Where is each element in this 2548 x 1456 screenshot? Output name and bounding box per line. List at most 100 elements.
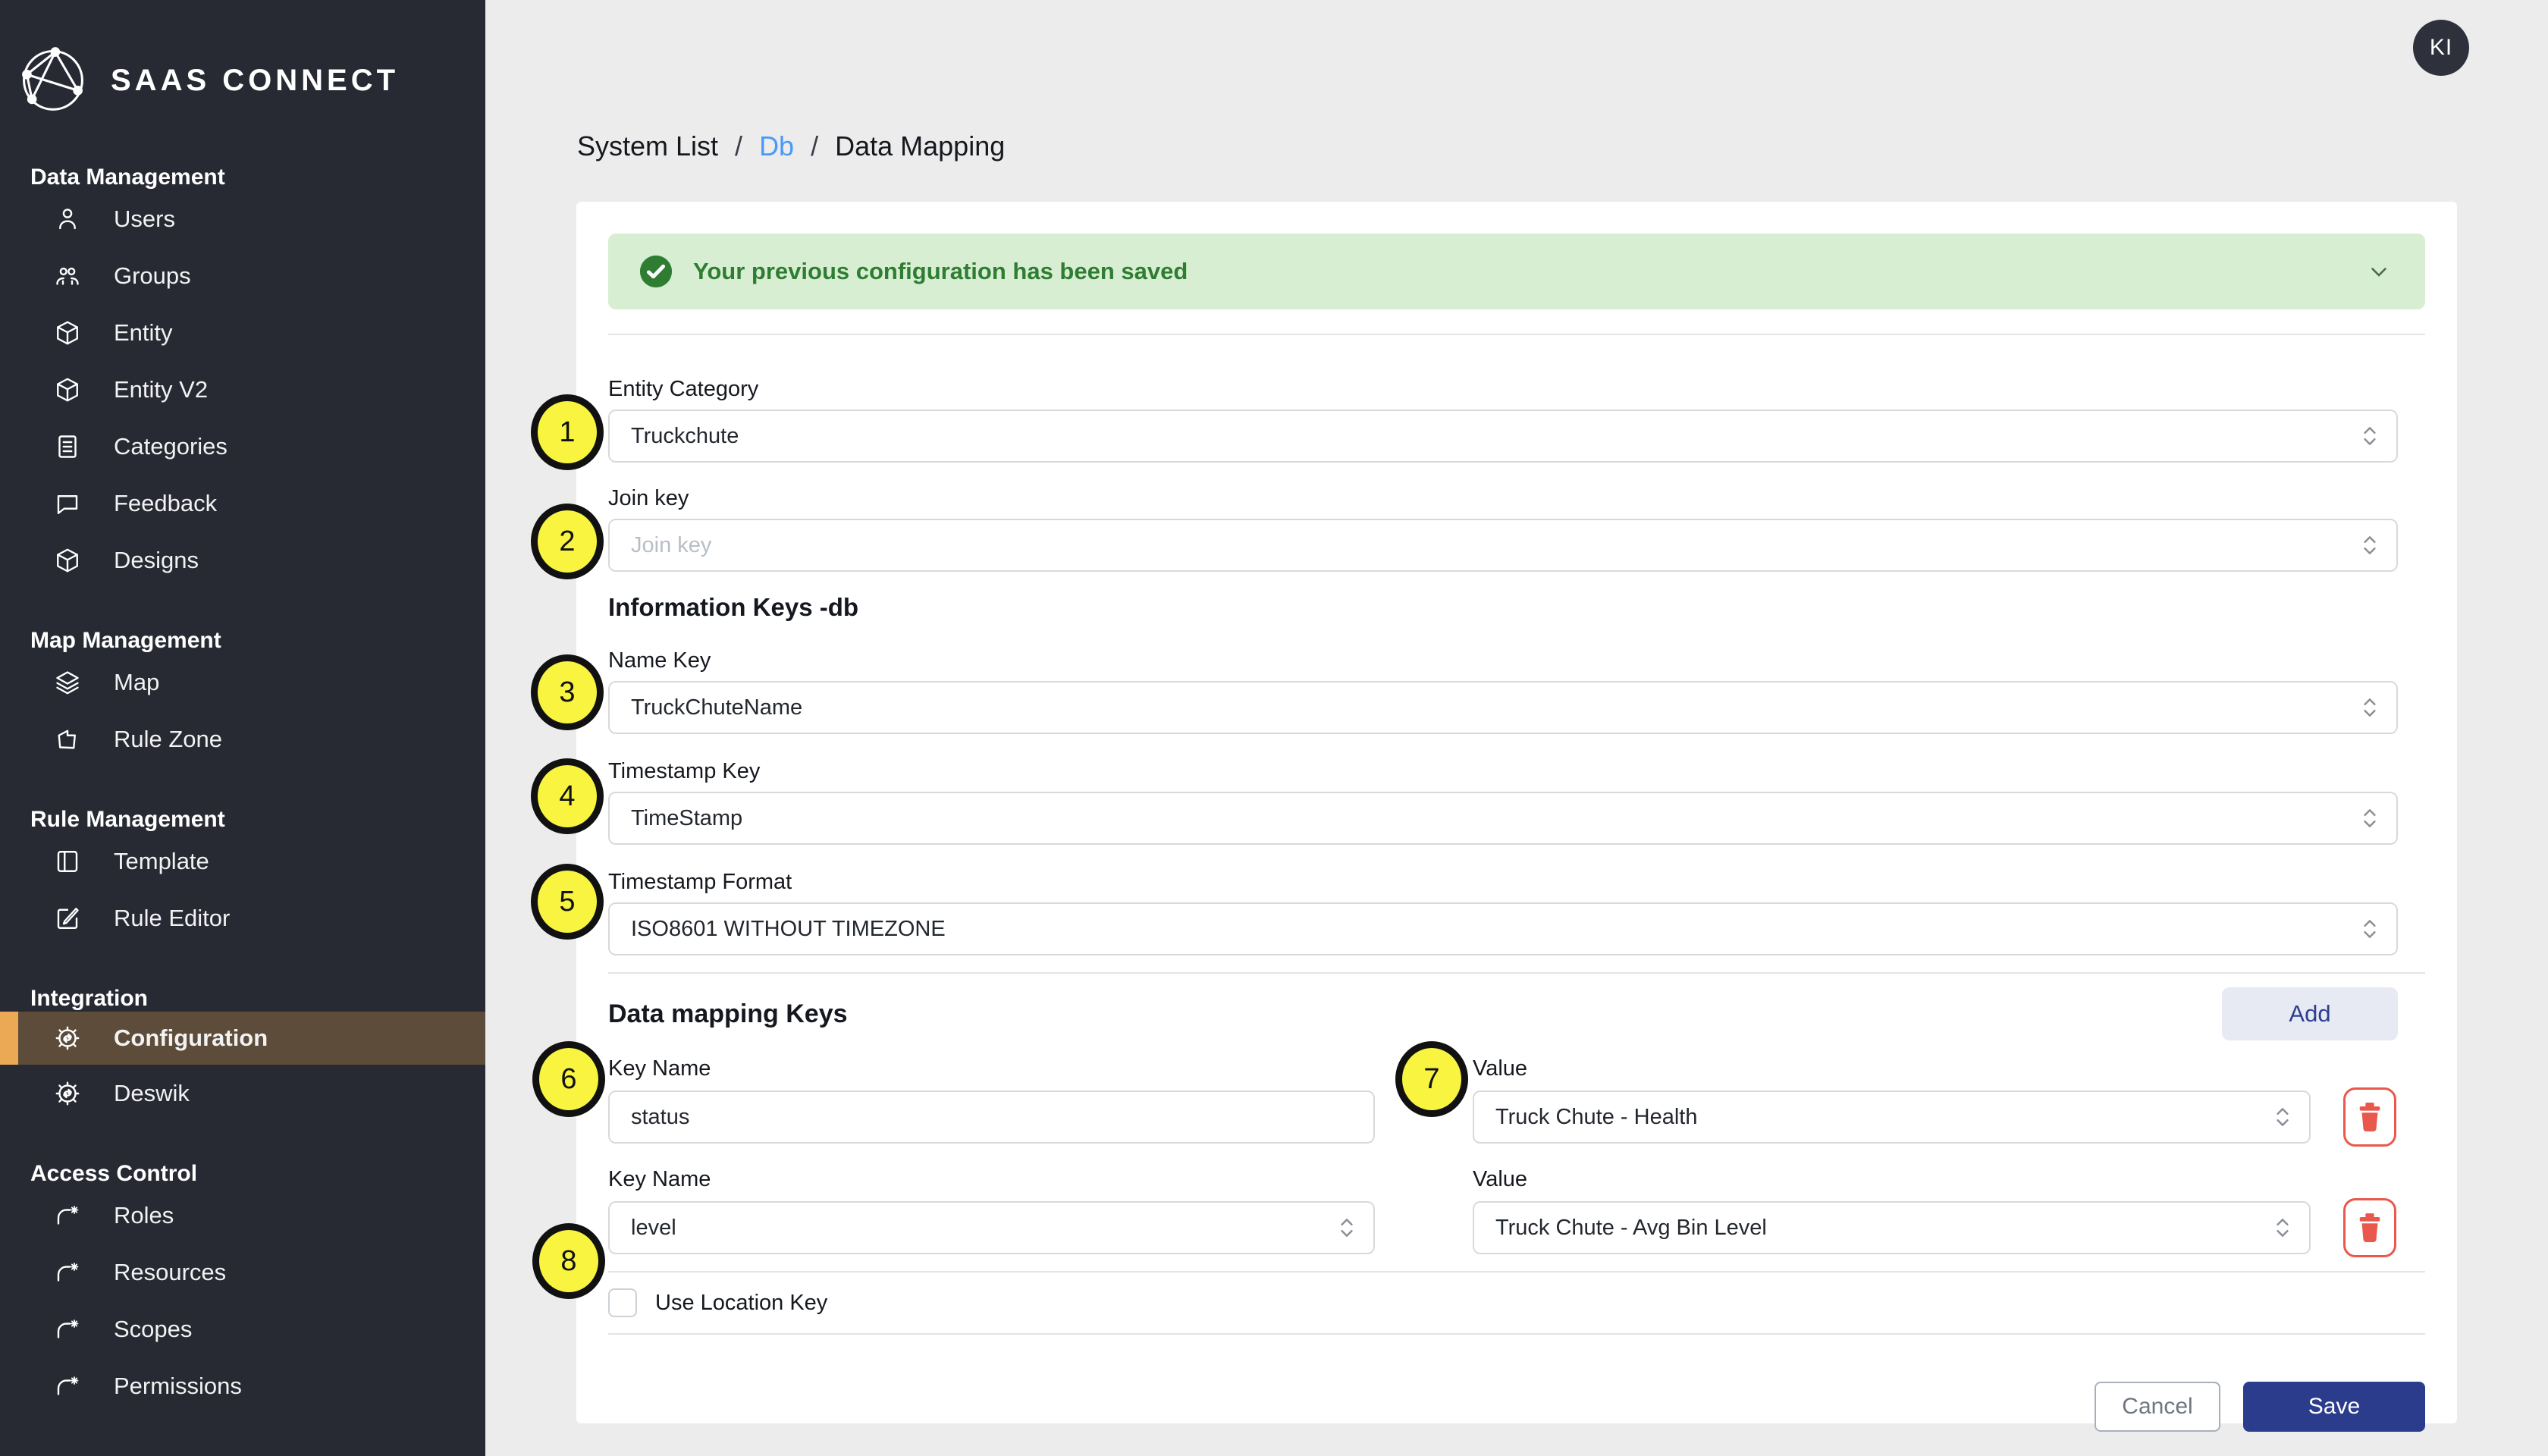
sidebar-item-deswik[interactable]: Deswik	[0, 1065, 485, 1122]
sidebar-item-feedback[interactable]: Feedback	[0, 475, 485, 532]
timestamp-key-select[interactable]: TimeStamp	[608, 792, 2398, 845]
chevron-down-icon[interactable]	[2366, 259, 2392, 284]
annotation-marker-5: 5	[531, 864, 604, 940]
sidebar-item-label: Resources	[114, 1258, 227, 1285]
sidebar-item-label: Permissions	[114, 1372, 242, 1399]
use-location-key-label: Use Location Key	[655, 1290, 828, 1315]
sidebar-item-label: Entity	[114, 318, 173, 346]
sidebar-item-resources[interactable]: Resources	[0, 1244, 485, 1301]
use-location-key-checkbox[interactable]	[608, 1288, 637, 1317]
select-stepper-icon	[2360, 695, 2380, 720]
breadcrumb-separator: /	[735, 130, 743, 162]
breadcrumb-system-list[interactable]: System List	[577, 130, 719, 162]
sidebar-item-map[interactable]: Map	[0, 654, 485, 711]
breadcrumb-separator: /	[811, 130, 819, 162]
key-name-select[interactable]: level	[608, 1201, 1375, 1254]
check-circle-icon	[639, 254, 673, 289]
sidebar-item-label: Configuration	[114, 1025, 268, 1051]
gear-sync-icon	[53, 1024, 82, 1053]
timestamp-key-value: TimeStamp	[631, 805, 743, 830]
sidebar-section-access-control: Access Control	[30, 1161, 198, 1186]
name-key-label: Name Key	[608, 648, 711, 673]
sidebar: SAAS CONNECT Data Management Users Group…	[0, 0, 485, 1456]
annotation-marker-8: 8	[532, 1223, 605, 1299]
sidebar-item-rule-editor[interactable]: Rule Editor	[0, 890, 485, 946]
sidebar-item-entity[interactable]: Entity	[0, 304, 485, 361]
key-name-value: level	[631, 1215, 676, 1240]
cube-icon	[53, 318, 82, 347]
list-icon	[53, 432, 82, 461]
delete-row-button[interactable]	[2343, 1198, 2396, 1257]
sidebar-item-groups[interactable]: Groups	[0, 247, 485, 304]
annotation-marker-7: 7	[1395, 1041, 1468, 1117]
main-content: KI System List / Db / Data Mapping Your …	[485, 0, 2548, 1456]
brand: SAAS CONNECT	[0, 0, 485, 119]
key-name-input[interactable]	[608, 1090, 1375, 1144]
sidebar-item-label: Rule Editor	[114, 904, 231, 931]
mapping-row: level Truck Chute - Avg Bin Level	[608, 1198, 2398, 1257]
join-key-placeholder: Join key	[631, 532, 712, 557]
sidebar-item-categories[interactable]: Categories	[0, 418, 485, 475]
sidebar-item-label: Groups	[114, 262, 191, 289]
use-location-key-row: Use Location Key	[608, 1288, 2425, 1318]
value-select-value: Truck Chute - Avg Bin Level	[1495, 1215, 1767, 1240]
select-stepper-icon	[2360, 916, 2380, 942]
sidebar-item-label: Scopes	[114, 1315, 193, 1342]
panel-icon	[53, 847, 82, 876]
delete-row-button[interactable]	[2343, 1087, 2396, 1147]
sidebar-section-data-management: Data Management	[30, 165, 225, 190]
annotation-marker-6: 6	[532, 1041, 605, 1117]
save-button[interactable]: Save	[2243, 1382, 2425, 1432]
breadcrumb-db[interactable]: Db	[759, 130, 795, 162]
sidebar-item-label: Feedback	[114, 489, 218, 516]
users-icon	[53, 262, 82, 290]
route-icon	[53, 1258, 82, 1287]
annotation-marker-4: 4	[531, 758, 604, 834]
breadcrumb: System List / Db / Data Mapping	[577, 130, 1005, 162]
sidebar-item-scopes[interactable]: Scopes	[0, 1301, 485, 1357]
sidebar-item-configuration[interactable]: Configuration	[0, 1012, 485, 1065]
sidebar-item-permissions[interactable]: Permissions	[0, 1357, 485, 1414]
sidebar-item-users[interactable]: Users	[0, 190, 485, 247]
configuration-card: Your previous configuration has been sav…	[576, 202, 2457, 1432]
sidebar-item-designs[interactable]: Designs	[0, 532, 485, 588]
divider	[608, 972, 2425, 974]
value-select[interactable]: Truck Chute - Health	[1473, 1090, 2311, 1144]
cube-icon	[53, 375, 82, 404]
divider	[608, 1271, 2425, 1272]
route-icon	[53, 1372, 82, 1401]
sidebar-section-integration: Integration	[30, 986, 148, 1011]
sidebar-item-label: Entity V2	[114, 375, 209, 403]
avatar[interactable]: KI	[2413, 20, 2469, 76]
breadcrumb-data-mapping: Data Mapping	[835, 130, 1006, 162]
key-name-label: Key Name	[608, 1056, 711, 1081]
annotation-marker-3: 3	[531, 654, 604, 730]
chat-icon	[53, 489, 82, 518]
value-select[interactable]: Truck Chute - Avg Bin Level	[1473, 1201, 2311, 1254]
name-key-select[interactable]: TruckChuteName	[608, 681, 2398, 734]
timestamp-format-label: Timestamp Format	[608, 870, 792, 894]
sidebar-item-template[interactable]: Template	[0, 833, 485, 890]
entity-category-select[interactable]: Truckchute	[608, 410, 2398, 463]
sidebar-item-label: Template	[114, 847, 209, 874]
entity-category-label: Entity Category	[608, 377, 759, 401]
trash-icon	[2355, 1101, 2384, 1133]
brand-title: SAAS CONNECT	[111, 64, 400, 97]
divider	[608, 334, 2425, 335]
cancel-button[interactable]: Cancel	[2095, 1382, 2220, 1432]
sidebar-item-entity-v2[interactable]: Entity V2	[0, 361, 485, 418]
join-key-select[interactable]: Join key	[608, 519, 2398, 572]
sidebar-item-roles[interactable]: Roles	[0, 1187, 485, 1244]
success-alert: Your previous configuration has been sav…	[608, 234, 2425, 309]
timestamp-format-value: ISO8601 WITHOUT TIMEZONE	[631, 916, 946, 941]
timestamp-format-select[interactable]: ISO8601 WITHOUT TIMEZONE	[608, 902, 2398, 956]
add-button[interactable]: Add	[2222, 987, 2398, 1040]
value-label: Value	[1473, 1056, 1528, 1081]
divider	[608, 1333, 2425, 1335]
value-label: Value	[1473, 1167, 1528, 1191]
layers-icon	[53, 668, 82, 697]
annotation-marker-2: 2	[531, 504, 604, 579]
sidebar-item-rule-zone[interactable]: Rule Zone	[0, 711, 485, 767]
polygon-icon	[53, 725, 82, 754]
timestamp-key-label: Timestamp Key	[608, 759, 761, 783]
